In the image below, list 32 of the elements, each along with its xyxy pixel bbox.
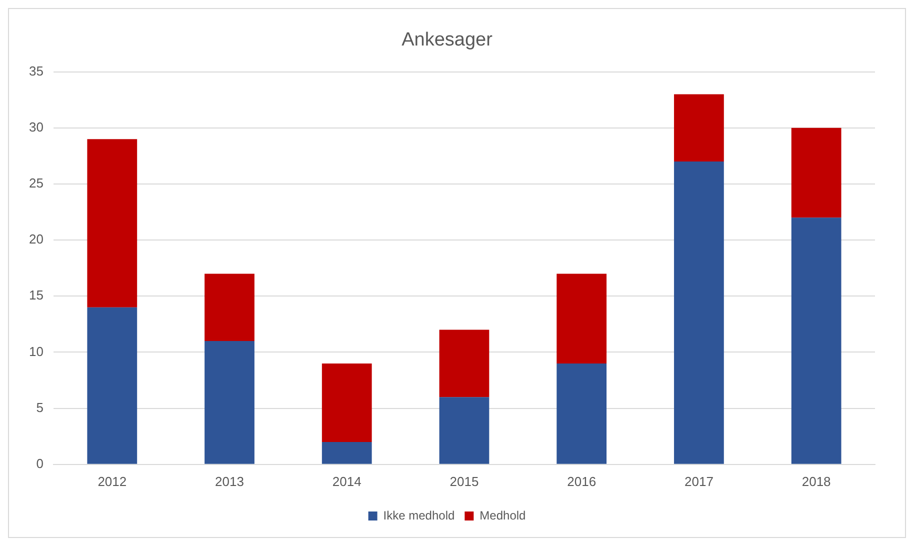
bar [674, 94, 724, 162]
bar [87, 139, 138, 308]
bar [556, 274, 607, 364]
bar [674, 162, 724, 464]
y-tick-label: 20 [28, 232, 44, 247]
x-tick-label: 2015 [450, 474, 479, 489]
x-tick-label: 2017 [684, 474, 714, 489]
y-tick-label: 35 [28, 63, 44, 78]
bar [322, 363, 372, 442]
x-tick-label: 2014 [332, 474, 362, 489]
bar [322, 442, 372, 464]
bar [87, 307, 138, 464]
x-tick-label: 2012 [98, 474, 127, 489]
y-tick-label: 0 [36, 456, 44, 471]
bar [556, 363, 607, 464]
y-tick-label: 15 [28, 288, 44, 303]
y-tick-label: 25 [28, 176, 44, 191]
bar [439, 397, 490, 464]
x-tick-label: 2018 [802, 474, 831, 489]
chart-title: Ankesager [402, 30, 494, 51]
y-tick-label: 10 [28, 344, 44, 359]
legend-label: Medhold [480, 508, 526, 522]
x-tick-label: 2013 [215, 474, 244, 489]
bar [791, 218, 842, 464]
bar [204, 341, 254, 464]
bar [204, 274, 254, 342]
legend-label: Ikke medhold [383, 508, 455, 522]
y-tick-label: 30 [28, 119, 44, 134]
x-tick-label: 2016 [567, 474, 596, 489]
bar [791, 128, 842, 218]
bar [439, 330, 490, 398]
y-tick-label: 5 [36, 400, 44, 415]
